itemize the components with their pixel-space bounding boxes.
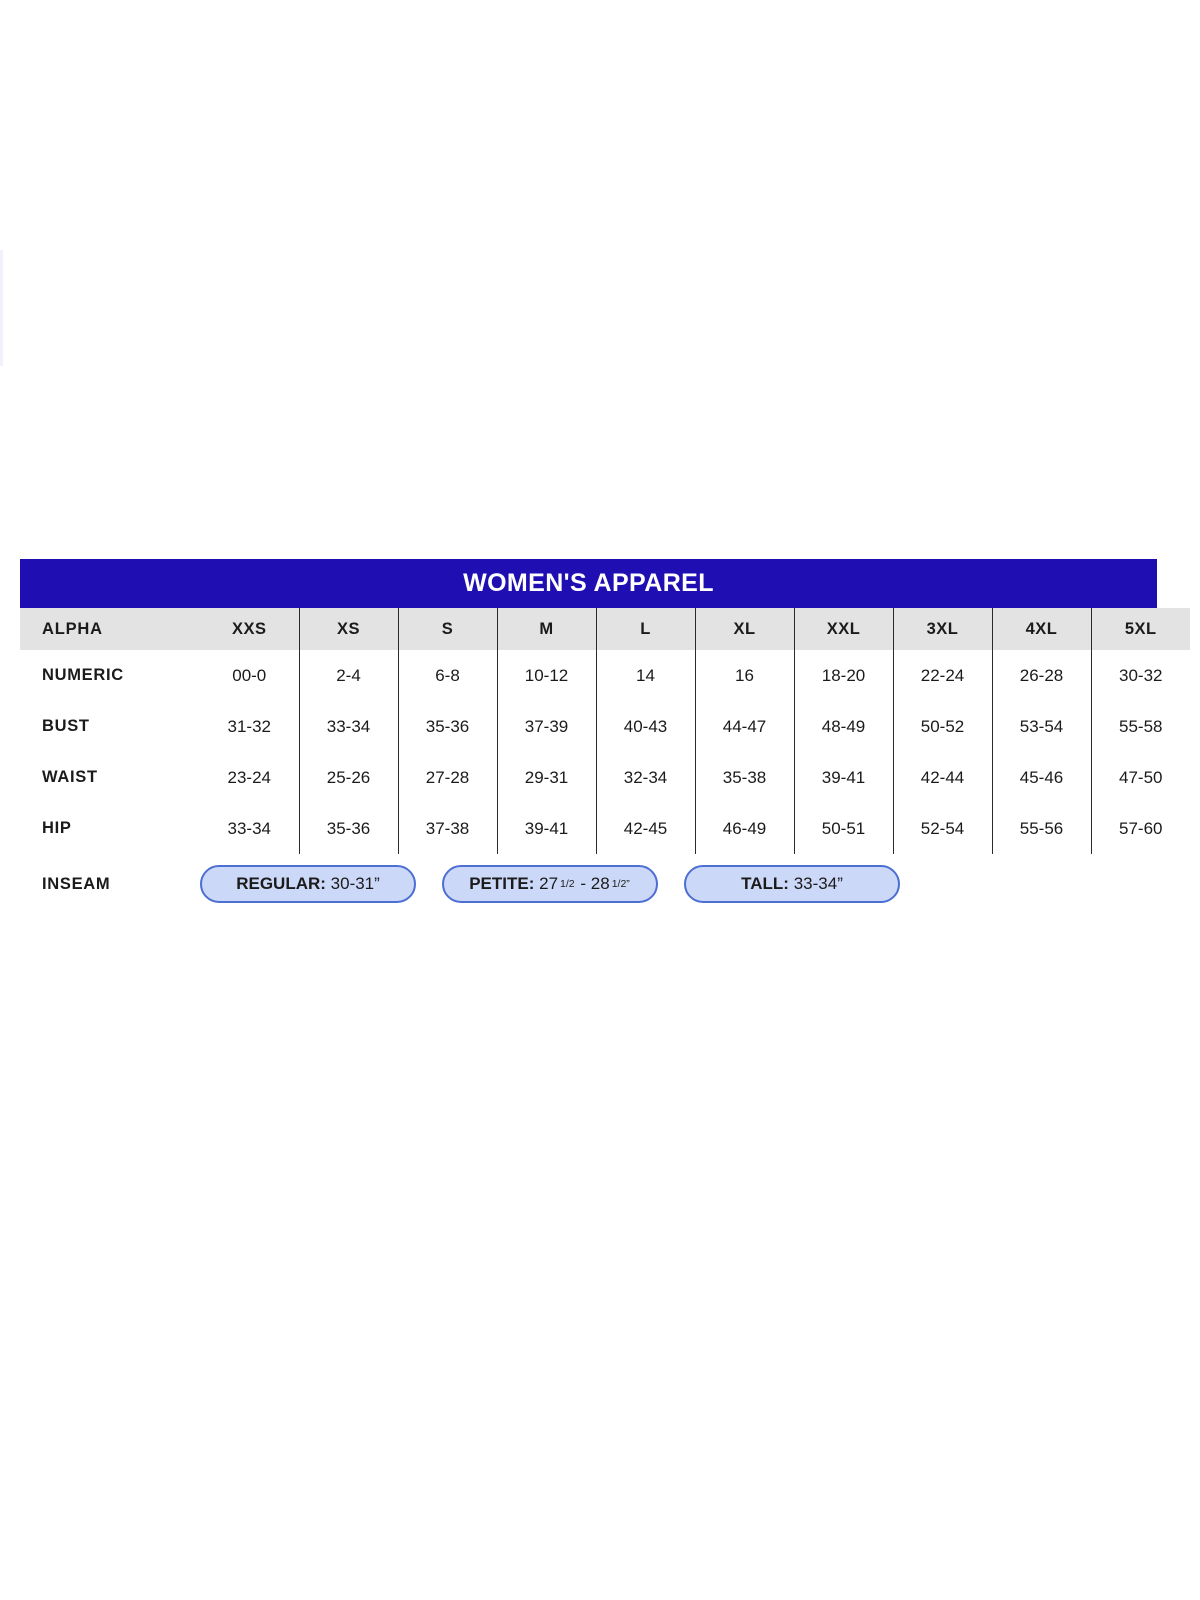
cell-numeric-s: 6-8 bbox=[397, 650, 497, 701]
cell-waist-xs: 25-26 bbox=[298, 752, 398, 803]
cell-numeric-xxl: 18-20 bbox=[793, 650, 893, 701]
cell-hip-xxs: 33-34 bbox=[227, 818, 271, 838]
cell-bust-xs: 33-34 bbox=[298, 701, 398, 752]
inseam-petite-prefix: PETITE: bbox=[469, 874, 535, 893]
inseam-petite-whole1: 27 bbox=[539, 874, 559, 893]
row-label-bust: BUST bbox=[42, 717, 90, 735]
edge-artifact-mid bbox=[0, 318, 3, 366]
cell-hip-m: 39-41 bbox=[496, 803, 596, 854]
size-chart: WOMEN'S APPAREL ALPHA XXS XS S M L XL XX… bbox=[20, 559, 1190, 912]
page-title: WOMEN'S APPAREL bbox=[463, 569, 714, 597]
cell-bust-m: 37-39 bbox=[496, 701, 596, 752]
column-header-5xl: 5XL bbox=[1090, 608, 1190, 650]
row-label-waist: WAIST bbox=[42, 768, 98, 786]
inseam-option-regular[interactable]: REGULAR: 30-31” bbox=[200, 865, 416, 903]
table-header-row: ALPHA XXS XS S M L XL XXL 3XL 4XL 5XL bbox=[20, 608, 1190, 650]
column-header-xl: XL bbox=[694, 608, 794, 650]
cell-bust-xxl: 48-49 bbox=[793, 701, 893, 752]
cell-bust-xxs: 31-32 bbox=[227, 716, 271, 736]
cell-waist-4xl: 45-46 bbox=[991, 752, 1091, 803]
table-row-waist: WAIST 23-24 25-26 27-28 29-31 32-34 35-3… bbox=[20, 752, 1190, 803]
inseam-row: INSEAM REGULAR: 30-31” PETITE: 27 1/2 - 2… bbox=[20, 856, 1157, 912]
cell-bust-xl: 44-47 bbox=[694, 701, 794, 752]
inseam-option-tall[interactable]: TALL: 33-34” bbox=[684, 865, 900, 903]
cell-numeric-xxs: 00-0 bbox=[232, 665, 267, 685]
chart-title-bar: WOMEN'S APPAREL bbox=[20, 559, 1157, 608]
inseam-regular-value: 30-31” bbox=[330, 874, 380, 893]
cell-bust-4xl: 53-54 bbox=[991, 701, 1091, 752]
cell-hip-l: 42-45 bbox=[595, 803, 695, 854]
column-header-4xl: 4XL bbox=[991, 608, 1091, 650]
cell-hip-4xl: 55-56 bbox=[991, 803, 1091, 854]
column-header-xxs: XXS bbox=[200, 608, 299, 650]
cell-hip-s: 37-38 bbox=[397, 803, 497, 854]
cell-hip-3xl: 52-54 bbox=[892, 803, 992, 854]
table-row-hip: HIP 33-34 35-36 37-38 39-41 42-45 46-49 … bbox=[20, 803, 1190, 854]
cell-waist-5xl: 47-50 bbox=[1090, 752, 1190, 803]
cell-numeric-4xl: 26-28 bbox=[991, 650, 1091, 701]
cell-bust-3xl: 50-52 bbox=[892, 701, 992, 752]
column-header-xs: XS bbox=[298, 608, 398, 650]
inseam-petite-whole2: 28 bbox=[590, 874, 610, 893]
inseam-tall-value: 33-34” bbox=[793, 874, 843, 893]
cell-numeric-xs: 2-4 bbox=[298, 650, 398, 701]
inseam-option-petite[interactable]: PETITE: 27 1/2 - 28 1/2” bbox=[442, 865, 658, 903]
size-table: ALPHA XXS XS S M L XL XXL 3XL 4XL 5XL NU… bbox=[20, 608, 1190, 854]
cell-bust-l: 40-43 bbox=[595, 701, 695, 752]
row-label-hip: HIP bbox=[42, 819, 72, 837]
cell-numeric-3xl: 22-24 bbox=[892, 650, 992, 701]
cell-hip-xs: 35-36 bbox=[298, 803, 398, 854]
cell-hip-5xl: 57-60 bbox=[1090, 803, 1190, 854]
cell-waist-s: 27-28 bbox=[397, 752, 497, 803]
cell-bust-s: 35-36 bbox=[397, 701, 497, 752]
column-header-l: L bbox=[595, 608, 695, 650]
inseam-petite-frac2: 1/2” bbox=[611, 878, 630, 890]
cell-waist-m: 29-31 bbox=[496, 752, 596, 803]
cell-bust-5xl: 55-58 bbox=[1090, 701, 1190, 752]
cell-numeric-l: 14 bbox=[595, 650, 695, 701]
cell-waist-xxs: 23-24 bbox=[227, 767, 271, 787]
cell-numeric-xl: 16 bbox=[694, 650, 794, 701]
column-header-alpha: ALPHA bbox=[20, 608, 200, 650]
cell-waist-3xl: 42-44 bbox=[892, 752, 992, 803]
cell-waist-xl: 35-38 bbox=[694, 752, 794, 803]
table-row-bust: BUST 31-32 33-34 35-36 37-39 40-43 44-47… bbox=[20, 701, 1190, 752]
table-row-numeric: NUMERIC 00-0 2-4 6-8 10-12 14 16 18-20 2… bbox=[20, 650, 1190, 701]
cell-numeric-5xl: 30-32 bbox=[1090, 650, 1190, 701]
inseam-regular-prefix: REGULAR: bbox=[236, 874, 326, 893]
column-header-xxl: XXL bbox=[793, 608, 893, 650]
row-label-inseam: INSEAM bbox=[42, 874, 111, 893]
cell-numeric-m: 10-12 bbox=[496, 650, 596, 701]
inseam-tall-prefix: TALL: bbox=[741, 874, 789, 893]
inseam-options: REGULAR: 30-31” PETITE: 27 1/2 - 28 1/2” T… bbox=[200, 865, 900, 903]
edge-artifact-top bbox=[0, 250, 3, 345]
cell-hip-xxl: 50-51 bbox=[793, 803, 893, 854]
column-header-s: S bbox=[397, 608, 497, 650]
row-label-numeric: NUMERIC bbox=[42, 666, 124, 684]
column-header-3xl: 3XL bbox=[892, 608, 992, 650]
cell-hip-xl: 46-49 bbox=[694, 803, 794, 854]
inseam-petite-frac1: 1/2 bbox=[560, 878, 575, 890]
inseam-petite-dash: - bbox=[580, 874, 587, 893]
cell-waist-xxl: 39-41 bbox=[793, 752, 893, 803]
column-header-m: M bbox=[496, 608, 596, 650]
cell-waist-l: 32-34 bbox=[595, 752, 695, 803]
